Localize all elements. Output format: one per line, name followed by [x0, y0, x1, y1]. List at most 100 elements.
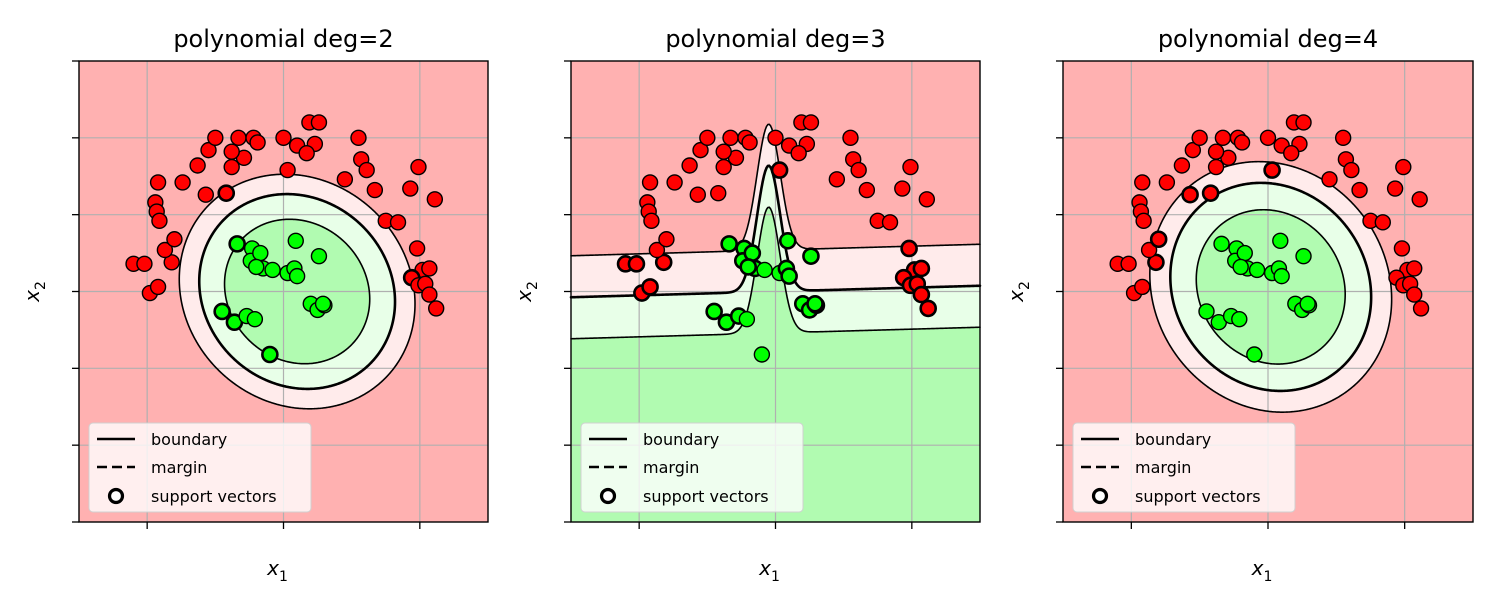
x-axis-label: x1: [1251, 556, 1273, 585]
data-point-negative: [1147, 253, 1165, 272]
data-point-negative: [1343, 161, 1360, 179]
y-axis-label: x2: [1004, 281, 1033, 303]
data-point-negative: [427, 300, 445, 317]
data-point-negative: [174, 174, 191, 191]
data-point-negative: [136, 255, 153, 273]
data-point-positive: [248, 258, 265, 276]
data-point-negative: [1173, 157, 1191, 174]
legend-label-boundary: boundary: [151, 430, 227, 449]
data-point-negative: [770, 161, 789, 179]
data-point-negative: [912, 259, 931, 278]
data-point-negative: [741, 134, 758, 151]
data-point-negative: [919, 299, 937, 318]
data-point-positive: [778, 231, 797, 250]
data-point-negative: [421, 286, 438, 303]
data-point-positive: [1213, 235, 1230, 253]
data-point-negative: [1393, 240, 1411, 257]
data-point-negative: [710, 184, 727, 202]
legend-label-boundary: boundary: [643, 430, 719, 449]
data-point-negative: [722, 129, 739, 147]
margin-line: [178, 173, 416, 410]
data-point-positive: [310, 247, 328, 265]
boundary-line: [1169, 181, 1373, 393]
data-point-positive: [1198, 303, 1215, 320]
legend-label-support: support vectors: [151, 487, 277, 506]
data-point-negative: [1134, 174, 1151, 191]
data-point-negative: [166, 231, 183, 248]
data-point-positive: [753, 346, 771, 363]
legend: boundary margin support vectors: [1072, 422, 1296, 513]
data-point-negative: [1214, 129, 1232, 147]
data-point-negative: [1374, 214, 1392, 231]
data-point-positive: [1273, 267, 1290, 285]
data-point-negative: [410, 158, 427, 176]
data-point-negative: [643, 212, 660, 230]
data-point-negative: [310, 114, 328, 131]
panel-1: polynomial deg=2 x1 x2 boundary margin suppor…: [20, 25, 489, 585]
data-point-negative: [918, 191, 936, 208]
data-point-positive: [228, 235, 246, 253]
data-point-negative: [1207, 143, 1225, 160]
data-point-negative: [1406, 260, 1423, 277]
data-point-negative: [1120, 255, 1137, 273]
x-axis-label: x1: [758, 556, 780, 585]
data-point-negative: [850, 161, 867, 179]
data-point-positive: [780, 267, 798, 285]
data-point-positive: [1246, 346, 1263, 363]
data-point-negative: [641, 278, 659, 296]
data-point-positive: [1295, 247, 1312, 265]
data-point-negative: [223, 143, 240, 160]
panel-2: polynomial deg=3 x1 x2 boundary margin suppor…: [512, 25, 982, 585]
data-point-negative: [1135, 212, 1152, 230]
data-point-negative: [298, 144, 315, 162]
data-point-negative: [151, 212, 168, 230]
data-point-negative: [197, 186, 214, 203]
data-point-negative: [1351, 181, 1368, 199]
legend-box: [580, 422, 804, 513]
data-point-negative: [1181, 185, 1199, 204]
data-point-positive: [806, 294, 824, 313]
data-point-positive: [1231, 310, 1248, 328]
legend-label-boundary: boundary: [1135, 430, 1211, 449]
data-point-negative: [858, 181, 876, 199]
data-point-positive: [802, 247, 820, 265]
data-point-negative: [279, 161, 296, 179]
data-point-negative: [408, 240, 426, 257]
data-point-negative: [275, 129, 292, 147]
data-point-negative: [1412, 300, 1430, 317]
chart-title: polynomial deg=3: [665, 25, 885, 53]
data-point-positive: [264, 261, 281, 279]
data-point-negative: [1334, 129, 1352, 147]
data-point-positive: [246, 310, 264, 328]
data-point-positive: [252, 244, 269, 262]
margin-line: [1149, 160, 1393, 413]
data-point-negative: [1233, 134, 1251, 151]
legend-box: [88, 422, 312, 513]
data-point-negative: [1395, 158, 1412, 176]
data-point-positive: [1232, 258, 1249, 276]
data-point-negative: [641, 174, 659, 191]
legend-label-margin: margin: [151, 458, 207, 477]
data-point-positive: [1236, 244, 1253, 262]
data-point-negative: [802, 114, 820, 131]
data-point-negative: [402, 180, 419, 197]
data-point-negative: [189, 157, 206, 174]
data-point-negative: [1191, 129, 1208, 147]
data-point-negative: [230, 129, 247, 147]
data-point-negative: [658, 231, 675, 248]
data-point-negative: [654, 253, 673, 272]
data-point-negative: [666, 174, 683, 191]
data-point-positive: [739, 258, 758, 276]
legend-support-swatch: [107, 487, 125, 505]
data-point-negative: [894, 180, 911, 197]
legend-label-support: support vectors: [1135, 487, 1261, 506]
data-point-negative: [426, 191, 444, 208]
data-point-negative: [350, 129, 367, 147]
data-point-negative: [1321, 171, 1338, 188]
data-point-positive: [756, 261, 773, 279]
data-point-negative: [648, 241, 666, 259]
data-point-negative: [1295, 114, 1312, 131]
data-point-negative: [1184, 141, 1202, 159]
legend-support-swatch: [599, 487, 617, 505]
data-point-negative: [156, 241, 174, 259]
